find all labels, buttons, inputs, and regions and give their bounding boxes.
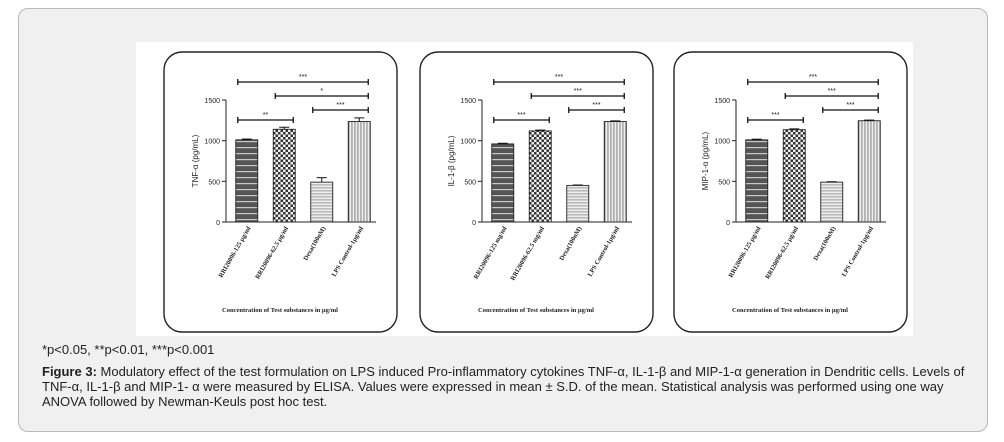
y-tick-label: 1000 [714,139,730,146]
y-tick-label: 1500 [460,98,476,105]
y-axis-label: TNF-α (pg/mL) [191,134,200,187]
bar [820,181,844,223]
bar [857,120,881,223]
il-1-beta-panel: 0 500 1000 1500 IL-1-β (pg/mL) RRI20096-125 m… [414,42,659,336]
bar [310,181,334,223]
y-tick-label: 1000 [460,139,476,146]
significance-label: ** [263,112,269,119]
significance-label: *** [771,112,779,119]
y-tick-label: 500 [208,179,220,186]
significance-label: *** [517,112,525,119]
tnf-alpha-panel: 0 500 1000 1500 TNF-α (pg/mL) RRI20096-125 µg… [158,42,403,336]
bar [603,121,627,223]
significance-label: *** [555,74,563,81]
x-axis-label: Concentration of Test substances in µg/m… [478,307,594,314]
y-tick-label: 0 [472,220,476,227]
y-axis-label: MIP-1-α (pg/mL) [701,131,710,190]
y-tick-label: 1500 [204,98,220,105]
caption-text: Modulatory effect of the test formulatio… [42,364,965,409]
significance-label: *** [299,74,307,81]
y-tick-label: 1500 [714,98,730,105]
caption-label: Figure 3: [42,364,97,379]
figure-caption: Figure 3: Modulatory effect of the test … [42,364,977,409]
significance-label: *** [574,88,582,95]
significance-label: *** [592,102,600,109]
y-tick-label: 0 [726,220,730,227]
x-axis-label: Concentration of Test substances in µg/m… [732,307,848,314]
significance-label: *** [809,74,817,81]
significance-label: *** [846,102,854,109]
y-axis-label: IL-1-β (pg/mL) [447,135,456,186]
bar [566,184,590,223]
significance-label: *** [336,102,344,109]
x-axis-label: Concentration of Test substances in µg/m… [222,307,338,314]
significance-label: * [320,88,323,95]
bar [491,143,515,223]
bar [528,130,552,223]
y-tick-label: 1000 [204,139,220,146]
y-tick-label: 0 [216,220,220,227]
significance-label: *** [828,88,836,95]
bar [745,139,769,223]
y-tick-label: 500 [464,179,476,186]
bar [272,128,296,223]
bar [235,139,259,223]
chart-area: 0 500 1000 1500 TNF-α (pg/mL) RRI20096-125 µg… [136,42,913,336]
y-tick-label: 500 [718,179,730,186]
bar [782,129,806,223]
significance-footnote: *p<0.05, **p<0.01, ***p<0.001 [42,342,215,357]
bar [347,121,371,223]
mip-1-alpha-panel: 0 500 1000 1500 MIP-1-α (pg/mL) RRI20096-125 … [668,42,913,336]
figure-frame: 0 500 1000 1500 TNF-α (pg/mL) RRI20096-125 µg… [18,8,988,432]
